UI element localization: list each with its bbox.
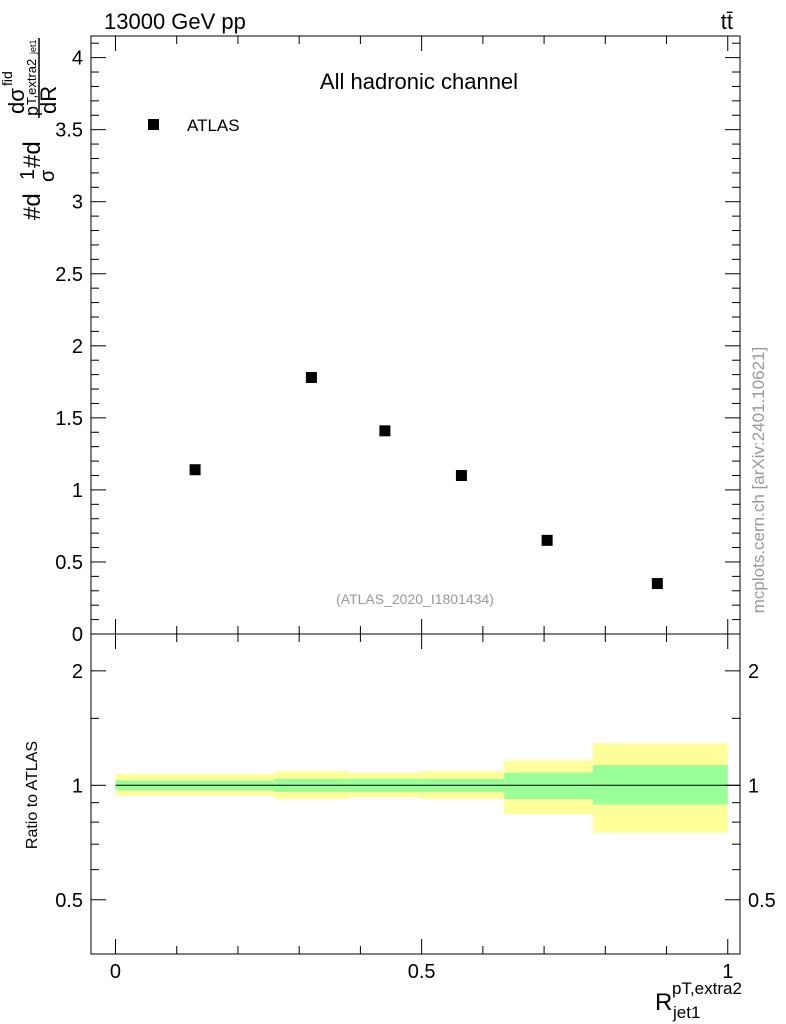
svg-text:σ: σ	[37, 169, 59, 182]
ratio-y-tick-label-right: 2	[748, 661, 759, 683]
svg-text:#d: #d	[19, 193, 46, 220]
atlas-data-point	[541, 534, 553, 546]
watermark: mcplots.cern.ch [arXiv:2401.10621]	[749, 347, 768, 613]
main-y-tick-label: 2.5	[55, 264, 83, 286]
ratio-panel-frame	[90, 633, 741, 955]
atlas-data-point	[305, 372, 317, 384]
svg-text:fid: fid	[0, 71, 15, 86]
main-y-tick-label: 3	[72, 192, 83, 214]
ratio-y-tick-label: 2	[72, 661, 83, 683]
main-y-tick-label: 0.5	[55, 552, 83, 574]
svg-text:jet1: jet1	[672, 1003, 700, 1022]
ratio-y-tick-label-right: 1	[748, 775, 759, 797]
x-tick-label: 0	[110, 961, 121, 983]
legend-marker-atlas	[148, 119, 159, 130]
svg-text:pT,extra2: pT,extra2	[672, 979, 742, 998]
svg-text:1: 1	[17, 169, 39, 180]
main-axis-ticks: 0 0.5 1 1.5 2 2.5 3 3.5 4	[55, 36, 740, 646]
process-label: tt̄	[721, 9, 733, 34]
ratio-y-tick-label-right: 0.5	[748, 890, 776, 912]
main-y-tick-label: 3.5	[55, 120, 83, 142]
main-data-points	[189, 372, 663, 590]
x-tick-label: 0.5	[408, 961, 436, 983]
svg-text:p: p	[22, 106, 42, 116]
svg-text:dR: dR	[36, 86, 61, 114]
main-y-tick-label: 1.5	[55, 408, 83, 430]
x-tick-label: 1	[722, 961, 733, 983]
atlas-data-point	[651, 578, 663, 590]
analysis-id: (ATLAS_2020_I1801434)	[336, 591, 494, 607]
legend-label-atlas: ATLAS	[187, 116, 240, 135]
x-axis-label: R pT,extra2 jet1	[655, 979, 742, 1022]
main-y-axis-label: #d 1 σ #d dσ fid p T,extra2 jet1 dR	[0, 38, 61, 220]
atlas-data-point	[455, 469, 467, 481]
main-y-tick-label: 4	[72, 48, 83, 70]
ratio-axis-ticks: 0.5 0.5 1 1 2 2 0 0.5 1	[55, 634, 776, 983]
svg-text:dσ: dσ	[4, 88, 29, 114]
atlas-data-point	[189, 464, 201, 476]
svg-text:#d: #d	[19, 141, 46, 168]
ratio-inner-band	[504, 772, 594, 800]
ratio-y-axis-label: Ratio to ATLAS	[24, 741, 41, 849]
main-y-tick-label: 2	[72, 336, 83, 358]
ratio-bands	[115, 743, 740, 833]
ratio-y-tick-label: 0.5	[55, 890, 83, 912]
main-y-tick-label: 0	[72, 624, 83, 646]
svg-text:jet1: jet1	[28, 39, 38, 55]
main-y-tick-label: 1	[72, 480, 83, 502]
energy-label: 13000 GeV pp	[104, 9, 246, 34]
svg-text:R: R	[655, 989, 672, 1016]
atlas-data-point	[379, 425, 391, 437]
chart-title: All hadronic channel	[320, 69, 518, 94]
svg-text:T,extra2: T,extra2	[24, 59, 39, 105]
ratio-y-tick-label: 1	[72, 775, 83, 797]
